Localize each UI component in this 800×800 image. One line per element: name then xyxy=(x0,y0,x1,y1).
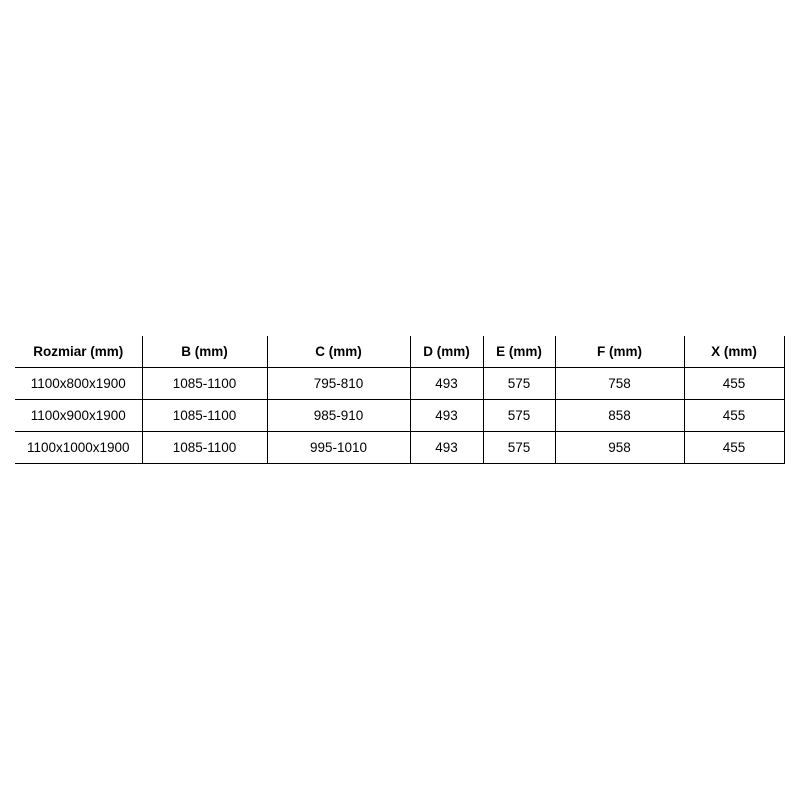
cell: 455 xyxy=(683,367,785,400)
cell: 575 xyxy=(482,431,555,464)
header-x: X (mm) xyxy=(683,336,785,368)
cell: 858 xyxy=(554,399,684,432)
cell: 493 xyxy=(409,367,483,400)
header-b: B (mm) xyxy=(141,336,267,368)
cell: 758 xyxy=(554,367,684,400)
cell: 575 xyxy=(482,367,555,400)
header-c: C (mm) xyxy=(266,336,410,368)
cell: 575 xyxy=(482,399,555,432)
table-row: 1100x900x1900 1085-1100 985-910 493 575 … xyxy=(15,399,785,432)
table-row: 1100x1000x1900 1085-1100 995-1010 493 57… xyxy=(15,431,785,464)
cell: 493 xyxy=(409,431,483,464)
header-d: D (mm) xyxy=(409,336,483,368)
cell: 455 xyxy=(683,399,785,432)
cell: 795-810 xyxy=(266,367,410,400)
table-row: 1100x800x1900 1085-1100 795-810 493 575 … xyxy=(15,367,785,400)
cell: 985-910 xyxy=(266,399,410,432)
table-header-row: Rozmiar (mm) B (mm) C (mm) D (mm) E (mm)… xyxy=(15,336,785,368)
header-rozmiar: Rozmiar (mm) xyxy=(15,336,142,368)
cell: 493 xyxy=(409,399,483,432)
cell: 1085-1100 xyxy=(141,431,267,464)
cell: 1085-1100 xyxy=(141,367,267,400)
cell: 455 xyxy=(683,431,785,464)
cell: 958 xyxy=(554,431,684,464)
header-f: F (mm) xyxy=(554,336,684,368)
cell: 1085-1100 xyxy=(141,399,267,432)
cell: 1100x1000x1900 xyxy=(15,431,142,464)
cell: 1100x900x1900 xyxy=(15,399,142,432)
header-e: E (mm) xyxy=(482,336,555,368)
cell: 995-1010 xyxy=(266,431,410,464)
cell: 1100x800x1900 xyxy=(15,367,142,400)
dimensions-table: Rozmiar (mm) B (mm) C (mm) D (mm) E (mm)… xyxy=(15,336,785,464)
